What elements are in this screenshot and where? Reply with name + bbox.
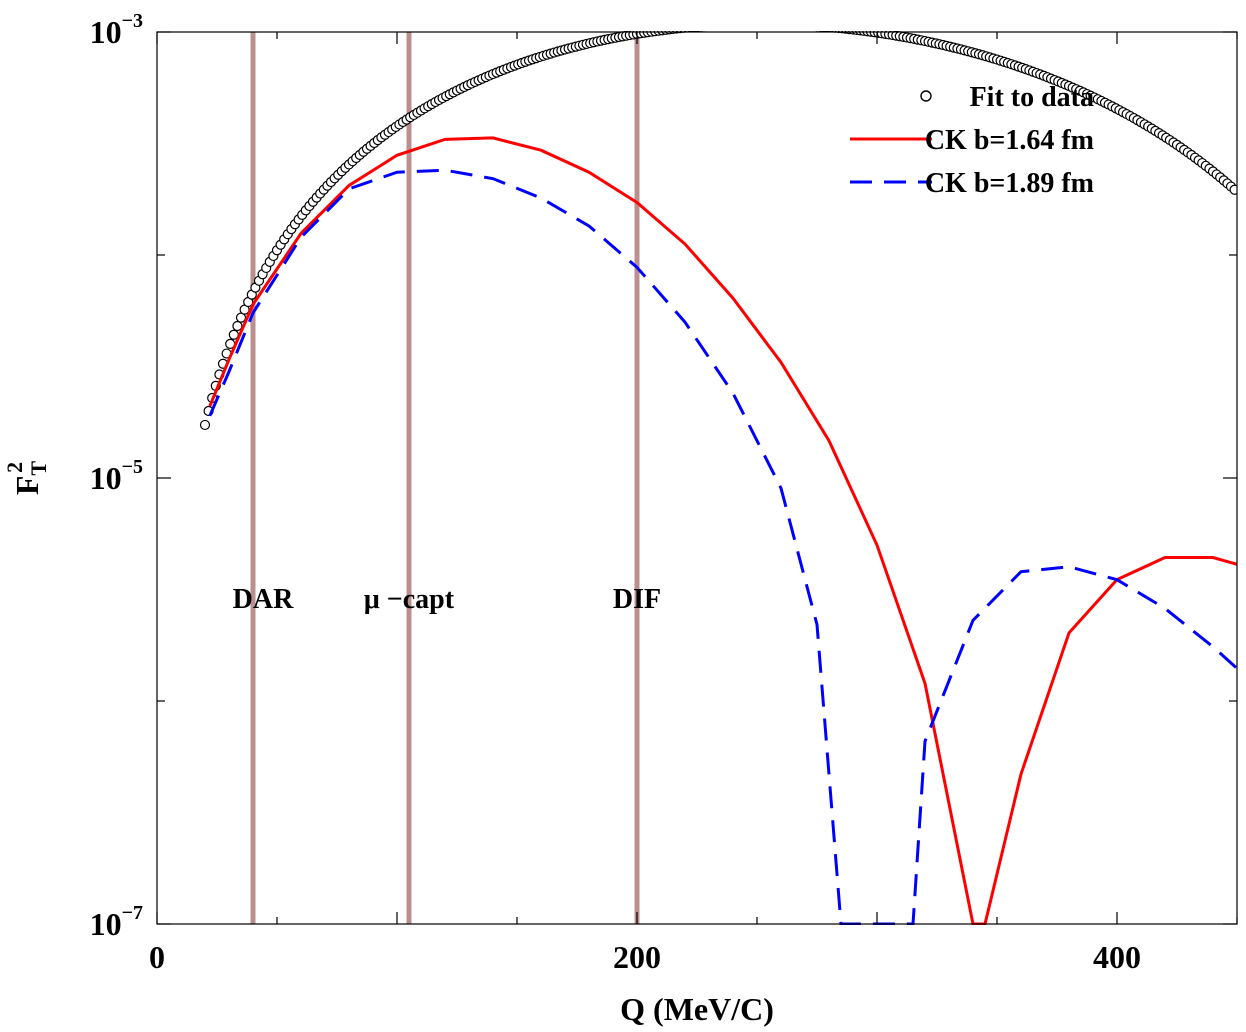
- fit-data-point: [726, 20, 735, 29]
- fit-data-point: [802, 21, 811, 30]
- fit-data-point: [705, 21, 714, 30]
- fit-data-point: [827, 31, 835, 33]
- fit-data-point: [780, 20, 789, 29]
- annotation-label: DIF: [613, 584, 661, 615]
- y-axis-label-sup: 2: [2, 462, 27, 473]
- legend: Fit to data CK b=1.64 fm CK b=1.89 fm: [850, 82, 1094, 199]
- fit-data-point: [815, 31, 819, 32]
- fit-data-point: [687, 31, 695, 33]
- fit-data-point: [762, 20, 771, 29]
- fit-data-point: [704, 31, 707, 32]
- fit-data-point: [759, 20, 768, 29]
- fit-data-point: [199, 419, 211, 431]
- fit-data-point: [784, 20, 793, 29]
- fit-data-point: [795, 21, 804, 30]
- y-axis-label: FT2: [2, 461, 51, 496]
- fit-data-point: [695, 31, 701, 32]
- fit-data-point: [708, 21, 717, 30]
- fit-data-point: [730, 20, 739, 29]
- annotation-label: μ −capt: [364, 584, 455, 615]
- y-axis-label-sub: T: [26, 461, 51, 476]
- fit-data-point: [818, 31, 823, 32]
- y-tick-label: 10−7: [90, 902, 143, 942]
- fit-data-point: [791, 20, 800, 29]
- fit-data-point: [798, 21, 807, 30]
- legend-item: CK b=1.64 fm: [850, 125, 1094, 156]
- fit-data-point: [744, 20, 753, 29]
- fit-data-point: [719, 20, 728, 29]
- fit-data-point: [712, 21, 721, 30]
- fit-data-point: [737, 20, 746, 29]
- fit-data-point: [1229, 184, 1237, 195]
- series-ck-b-1-64-fm: [208, 136, 1237, 925]
- fit-data-point: [741, 20, 750, 29]
- fit-data-point: [821, 31, 827, 32]
- legend-marker: [920, 90, 932, 102]
- fit-data-point: [679, 31, 688, 33]
- legend-item: CK b=1.89 fm: [850, 168, 1094, 199]
- fit-data-point: [751, 20, 760, 29]
- fit-data-point: [723, 20, 732, 29]
- y-tick-label: 10−3: [90, 10, 143, 50]
- fit-data-point: [715, 21, 724, 30]
- fit-data-point: [683, 31, 692, 33]
- fit-data-point: [232, 320, 243, 332]
- legend-label: CK b=1.89 fm: [925, 168, 1094, 199]
- fit-data-point: [773, 20, 782, 29]
- series-ck-b-1-89-fm: [208, 168, 1237, 925]
- legend-label: Fit to data: [970, 82, 1094, 113]
- fit-data-point: [769, 20, 778, 29]
- fit-data-point: [699, 31, 704, 32]
- x-tick-label: 400: [1093, 939, 1141, 975]
- annotation-label: DAR: [233, 584, 294, 615]
- x-tick-label: 0: [149, 939, 165, 975]
- fit-data-point: [748, 20, 757, 29]
- fit-data-point: [824, 31, 831, 33]
- legend-label: CK b=1.64 fm: [925, 125, 1094, 156]
- legend-item: Fit to data: [920, 82, 1094, 113]
- fit-data-point: [691, 31, 698, 32]
- fit-data-point: [787, 20, 796, 29]
- fit-data-point: [777, 20, 786, 29]
- fit-data-point: [733, 20, 742, 29]
- fit-data-point: [831, 31, 839, 33]
- fit-data-point: [813, 31, 814, 32]
- fit-data-point: [755, 20, 764, 29]
- plot-frame: [156, 31, 1238, 925]
- y-axis-label-base: F: [9, 476, 45, 496]
- x-tick-label: 200: [613, 939, 661, 975]
- x-axis-label: Q (MeV/C): [620, 991, 774, 1027]
- y-tick-label: 10−5: [90, 456, 143, 496]
- fit-data-point: [766, 20, 775, 29]
- fit-data-point: [805, 21, 814, 30]
